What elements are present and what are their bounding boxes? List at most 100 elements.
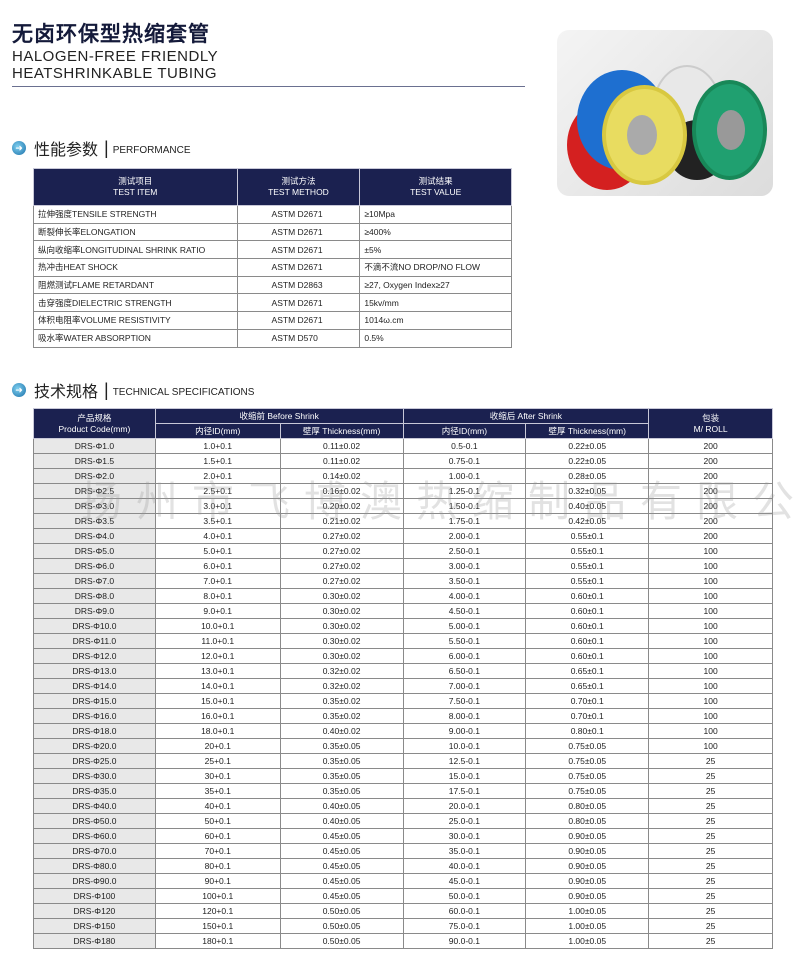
table-cell: 0.55±0.1 <box>525 528 650 544</box>
table-cell: 60.0-0.1 <box>402 903 527 919</box>
page-title-en-line1: HALOGEN-FREE FRIENDLY <box>12 48 219 65</box>
table-cell: 6.00-0.1 <box>402 648 527 664</box>
table-row: DRS-Φ5.0 5.0+0.1 0.27±0.02 2.50-0.1 0.55±0.1… <box>33 543 773 559</box>
specifications-table: 产品规格 Product Code(mm) 收缩前 Before Shrink 收… <box>33 408 773 949</box>
table-cell: 0.80±0.05 <box>525 798 650 814</box>
table-cell: 7.00-0.1 <box>402 678 527 694</box>
table-cell: 20.0-0.1 <box>402 798 527 814</box>
table-cell: 18.0+0.1 <box>154 723 281 739</box>
table-cell: 0.5% <box>359 328 512 348</box>
table-cell: 10.0-0.1 <box>402 738 527 754</box>
table-cell: DRS-Φ18.0 <box>33 723 156 739</box>
table-cell: DRS-Φ80.0 <box>33 858 156 874</box>
table-cell: 15kv/mm <box>359 293 512 313</box>
table-cell: DRS-Φ90.0 <box>33 873 156 889</box>
table-row: DRS-Φ60.0 60+0.1 0.45±0.05 30.0-0.1 0.90±0.0… <box>33 828 773 844</box>
table-row: 阻燃测试FLAME RETARDANT ASTM D2863 ≥27, Oxygen… <box>33 275 512 295</box>
table-row: DRS-Φ2.0 2.0+0.1 0.14±0.02 1.00-0.1 0.28±0.0… <box>33 468 773 484</box>
col-after-thickness: 壁厚 Thickness(mm) <box>525 423 650 439</box>
table-cell: 0.45±0.05 <box>279 873 404 889</box>
table-cell: 100 <box>648 633 773 649</box>
table-cell: DRS-Φ180 <box>33 933 156 949</box>
table-row: DRS-Φ15.0 15.0+0.1 0.35±0.02 7.50-0.1 0.70±0… <box>33 693 773 709</box>
table-cell: 0.11±0.02 <box>279 438 404 454</box>
table-cell: 0.14±0.02 <box>279 468 404 484</box>
table-cell: 0.40±0.05 <box>279 798 404 814</box>
performance-table: 测试项目 TEST ITEM 测试方法 TEST METHOD 测试结果 TEST VAL… <box>33 168 512 348</box>
table-cell: 0.55±0.1 <box>525 543 650 559</box>
table-cell: 180+0.1 <box>154 933 281 949</box>
table-cell: 17.5-0.1 <box>402 783 527 799</box>
table-row: 拉伸强度TENSILE STRENGTH ASTM D2671 ≥10Mpa <box>33 205 512 224</box>
table-cell: 0.45±0.05 <box>279 858 404 874</box>
table-cell: 0.90±0.05 <box>525 843 650 859</box>
table-cell: 9.0+0.1 <box>154 603 281 619</box>
table-row: DRS-Φ13.0 13.0+0.1 0.32±0.02 6.50-0.1 0.65±0… <box>33 663 773 679</box>
table-cell: 0.35±0.05 <box>279 753 404 769</box>
table-cell: DRS-Φ16.0 <box>33 708 156 724</box>
table-cell: 2.5+0.1 <box>154 483 281 499</box>
table-cell: 0.60±0.1 <box>525 618 650 634</box>
table-cell: 0.75±0.05 <box>525 783 650 799</box>
table-cell: DRS-Φ9.0 <box>33 603 156 619</box>
table-cell: 45.0-0.1 <box>402 873 527 889</box>
table-cell: 1.00±0.05 <box>525 918 650 934</box>
table-cell: 0.30±0.02 <box>279 618 404 634</box>
table-cell: 25 <box>648 798 773 814</box>
table-cell: 1.00-0.1 <box>402 468 527 484</box>
table-cell: 0.32±0.02 <box>279 663 404 679</box>
table-row: DRS-Φ16.0 16.0+0.1 0.35±0.02 8.00-0.1 0.70±0… <box>33 708 773 724</box>
table-cell: 0.11±0.02 <box>279 453 404 469</box>
table-row: 击穿强度DIELECTRIC STRENGTH ASTM D2671 15kv/mm <box>33 293 512 313</box>
table-cell: 0.50±0.05 <box>279 918 404 934</box>
table-cell: 100 <box>648 693 773 709</box>
table-cell: DRS-Φ6.0 <box>33 558 156 574</box>
table-cell: 7.0+0.1 <box>154 573 281 589</box>
specs-heading-en: TECHNICAL SPECIFICATIONS <box>112 386 255 398</box>
table-cell: 25 <box>648 918 773 934</box>
table-cell: 9.00-0.1 <box>402 723 527 739</box>
table-row: DRS-Φ2.5 2.5+0.1 0.16±0.02 1.25-0.1 0.32±0.0… <box>33 483 773 499</box>
table-cell: 11.0+0.1 <box>154 633 281 649</box>
table-cell: 0.50±0.05 <box>279 903 404 919</box>
table-row: DRS-Φ14.0 14.0+0.1 0.32±0.02 7.00-0.1 0.65±0… <box>33 678 773 694</box>
table-cell: 100 <box>648 588 773 604</box>
table-cell: 200 <box>648 483 773 499</box>
table-cell: 0.27±0.02 <box>279 573 404 589</box>
table-cell: 0.16±0.02 <box>279 483 404 499</box>
table-cell: ≥10Mpa <box>359 205 512 224</box>
table-cell: 0.40±0.05 <box>279 813 404 829</box>
table-row: DRS-Φ1.0 1.0+0.1 0.11±0.02 0.5-0.1 0.22±0.05… <box>33 438 773 454</box>
table-cell: DRS-Φ60.0 <box>33 828 156 844</box>
table-cell: DRS-Φ12.0 <box>33 648 156 664</box>
table-cell: ASTM D2671 <box>236 240 361 260</box>
perf-col-header: 测试项目 TEST ITEM <box>33 168 238 206</box>
table-row: DRS-Φ120 120+0.1 0.50±0.05 60.0-0.1 1.00±0.0… <box>33 903 773 919</box>
table-cell: DRS-Φ100 <box>33 888 156 904</box>
table-cell: 200 <box>648 528 773 544</box>
table-cell: 8.0+0.1 <box>154 588 281 604</box>
product-photo <box>557 30 773 196</box>
table-cell: 4.50-0.1 <box>402 603 527 619</box>
table-cell: 100 <box>648 603 773 619</box>
table-cell: 8.00-0.1 <box>402 708 527 724</box>
table-row: DRS-Φ18.0 18.0+0.1 0.40±0.02 9.00-0.1 0.80±0… <box>33 723 773 739</box>
table-row: 纵向收缩率LONGITUDINAL SHRINK RATIO ASTM D2671… <box>33 240 512 260</box>
col-after-shrink: 收缩后 After Shrink <box>402 408 650 424</box>
table-cell: 25 <box>648 903 773 919</box>
table-cell: 13.0+0.1 <box>154 663 281 679</box>
table-cell: 1.75-0.1 <box>402 513 527 529</box>
table-cell: DRS-Φ1.0 <box>33 438 156 454</box>
table-row: DRS-Φ25.0 25+0.1 0.35±0.05 12.5-0.1 0.75±0.0… <box>33 753 773 769</box>
table-cell: 纵向收缩率LONGITUDINAL SHRINK RATIO <box>33 240 238 260</box>
table-cell: 0.27±0.02 <box>279 543 404 559</box>
table-row: DRS-Φ1.5 1.5+0.1 0.11±0.02 0.75-0.1 0.22±0.0… <box>33 453 773 469</box>
table-cell: 4.0+0.1 <box>154 528 281 544</box>
perf-col-header: 测试结果 TEST VALUE <box>359 168 512 206</box>
table-cell: 0.75±0.05 <box>525 753 650 769</box>
table-cell: 100 <box>648 678 773 694</box>
table-cell: DRS-Φ35.0 <box>33 783 156 799</box>
table-cell: 25 <box>648 888 773 904</box>
table-cell: 0.22±0.05 <box>525 438 650 454</box>
table-cell: 25 <box>648 858 773 874</box>
